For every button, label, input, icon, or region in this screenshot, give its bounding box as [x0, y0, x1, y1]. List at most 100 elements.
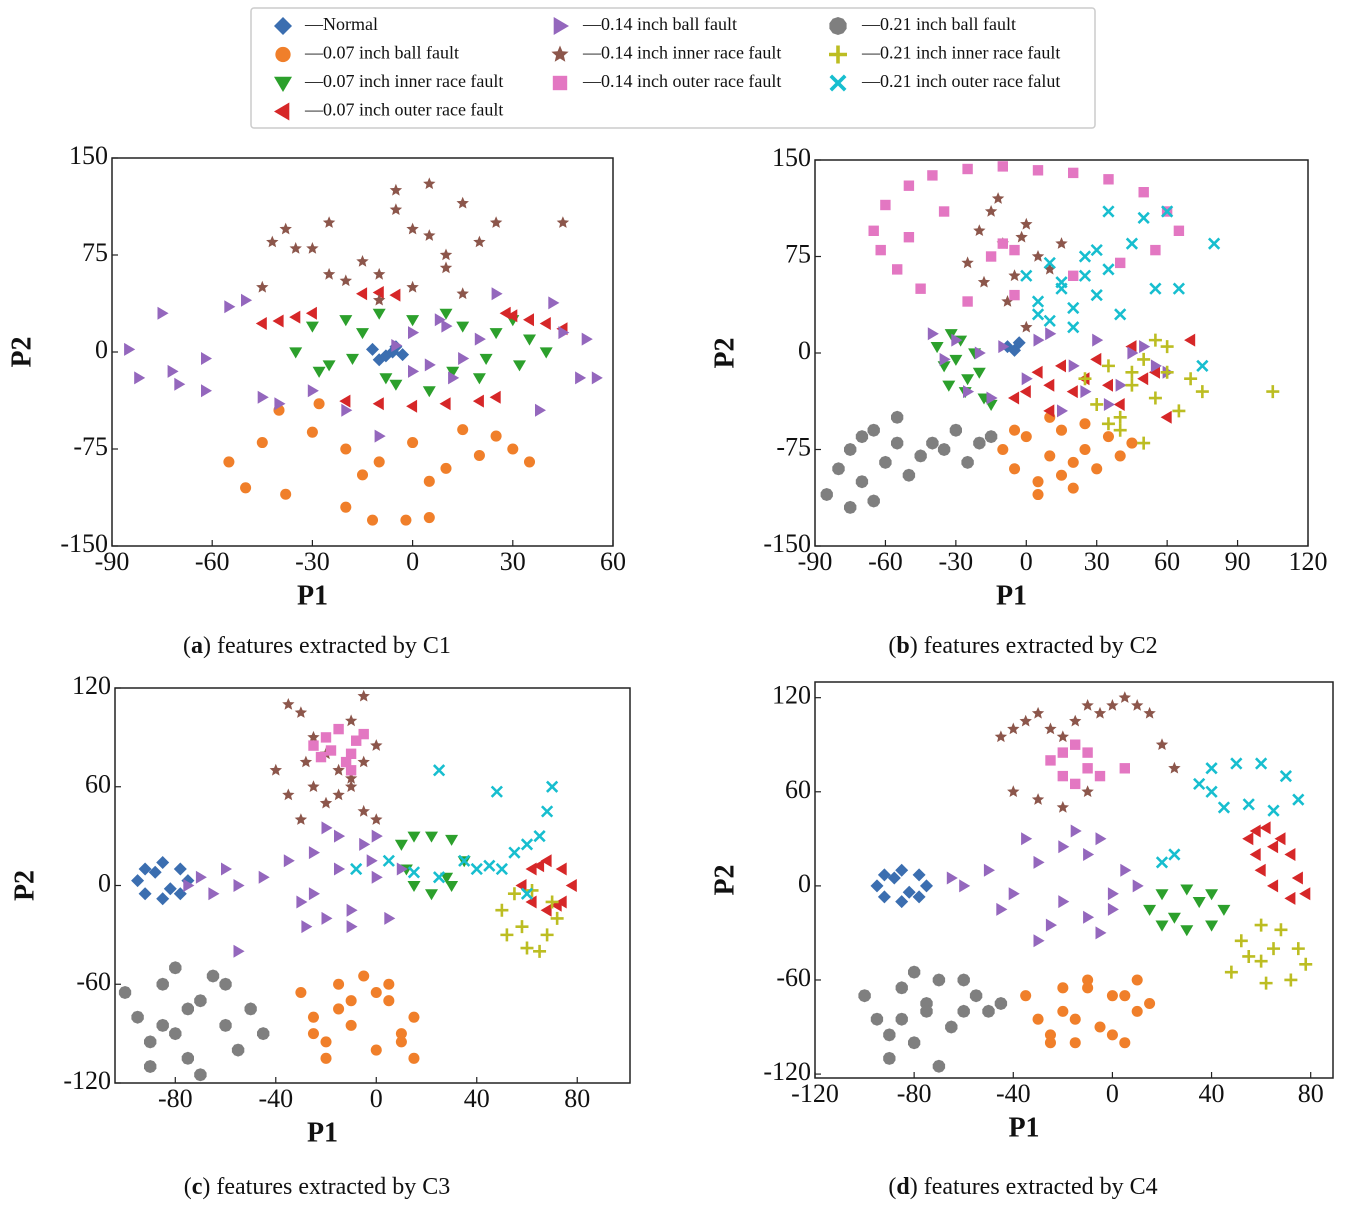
- y-axis-label: P2: [6, 336, 37, 367]
- point: [372, 353, 386, 367]
- point: [1184, 333, 1196, 347]
- point: [1020, 269, 1033, 282]
- point: [274, 397, 286, 411]
- point: [1090, 243, 1103, 257]
- point: [1119, 1037, 1131, 1049]
- point: [1160, 410, 1172, 424]
- point: [997, 238, 1008, 249]
- point: [1299, 957, 1313, 971]
- caption-part: a: [191, 633, 203, 659]
- point: [1057, 1005, 1069, 1017]
- point: [289, 310, 301, 324]
- point: [1125, 365, 1139, 379]
- point: [973, 436, 986, 450]
- point: [219, 977, 232, 991]
- y-axis-label: P2: [9, 870, 40, 901]
- point: [408, 1011, 420, 1023]
- point: [1009, 289, 1020, 301]
- point: [1094, 770, 1106, 782]
- point: [1055, 424, 1068, 436]
- point: [591, 371, 603, 385]
- point: [1119, 763, 1130, 774]
- point: [1069, 1013, 1081, 1025]
- point: [991, 192, 1005, 204]
- x-tick-label: 40: [464, 1084, 490, 1113]
- point: [1267, 804, 1280, 817]
- point: [423, 512, 435, 524]
- point: [895, 895, 909, 909]
- point: [1131, 974, 1143, 986]
- point: [1148, 391, 1162, 405]
- point: [307, 780, 320, 792]
- y-tick-label: 120: [772, 681, 811, 710]
- point: [370, 813, 383, 825]
- point: [525, 862, 537, 876]
- legend-label: —0.14 inch outer race fault: [582, 71, 781, 91]
- point: [320, 1052, 332, 1064]
- point: [332, 763, 345, 776]
- y-tick-label: 150: [69, 141, 108, 170]
- point: [499, 306, 511, 320]
- point: [1267, 840, 1279, 854]
- point: [932, 973, 946, 987]
- point: [240, 482, 252, 494]
- point: [1009, 244, 1020, 256]
- point: [877, 890, 891, 904]
- point: [138, 887, 152, 901]
- point: [540, 854, 552, 868]
- point: [523, 456, 536, 468]
- x-tick-label: 0: [1020, 547, 1033, 576]
- point: [1101, 417, 1115, 431]
- point: [181, 1002, 194, 1016]
- point: [1103, 398, 1115, 411]
- point: [1115, 257, 1126, 269]
- point: [1032, 165, 1044, 176]
- point: [371, 829, 383, 843]
- point: [373, 293, 386, 306]
- point: [201, 352, 212, 365]
- point: [520, 887, 534, 900]
- point: [1021, 372, 1033, 386]
- point: [1180, 884, 1194, 896]
- point: [1095, 926, 1107, 940]
- point: [887, 871, 901, 885]
- legend-marker: [274, 102, 290, 121]
- point: [1137, 372, 1149, 386]
- legend-label: —0.07 inch ball fault: [304, 43, 459, 63]
- legend-marker: [274, 76, 292, 92]
- plot-frame: [814, 681, 1334, 1079]
- point: [540, 903, 552, 917]
- point: [1139, 340, 1151, 354]
- point: [1193, 777, 1206, 791]
- point: [1249, 848, 1261, 861]
- point: [1021, 832, 1033, 846]
- point: [1069, 714, 1082, 727]
- x-tick-label: 0: [370, 1084, 383, 1113]
- point: [1217, 904, 1231, 916]
- point: [1091, 463, 1103, 475]
- point: [345, 1019, 357, 1031]
- point: [1045, 918, 1057, 932]
- point: [973, 224, 986, 236]
- point: [926, 436, 939, 450]
- y-tick-label: 60: [785, 775, 811, 804]
- point: [489, 216, 503, 228]
- point: [339, 274, 352, 287]
- point: [289, 242, 302, 254]
- point: [1031, 365, 1043, 379]
- point: [1092, 333, 1104, 347]
- legend-label: —0.14 inch ball fault: [582, 14, 737, 34]
- point: [1093, 706, 1107, 719]
- point: [877, 868, 891, 882]
- point: [1119, 990, 1131, 1002]
- point: [1031, 308, 1045, 321]
- point: [313, 398, 325, 410]
- point: [565, 879, 577, 892]
- point: [456, 321, 470, 333]
- point: [1284, 973, 1298, 987]
- point: [339, 315, 353, 327]
- point: [961, 374, 975, 386]
- caption-part: (: [888, 633, 896, 659]
- point: [305, 306, 317, 320]
- x-axis-label: P1: [1008, 1112, 1039, 1143]
